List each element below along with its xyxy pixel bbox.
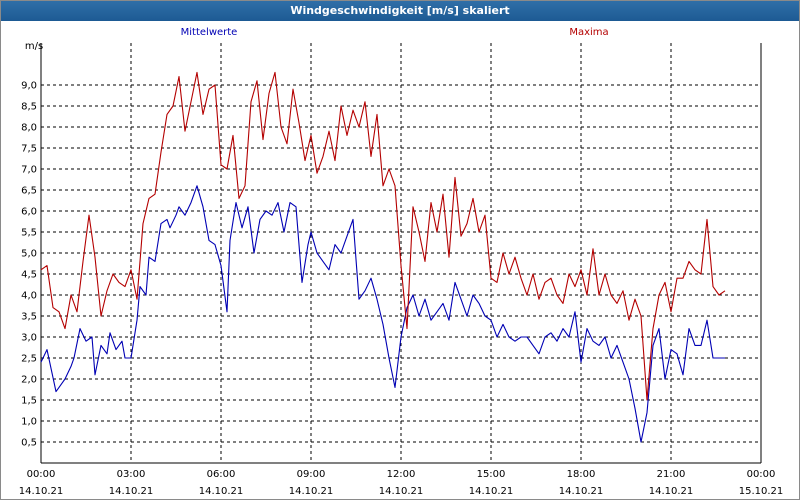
y-tick-label: 6,5 (21, 186, 37, 197)
x-tick-date: 14.10.21 (469, 486, 514, 497)
x-tick-labels: 00:00 14.10.21 03:00 14.10.21 06:00 14.10.21 0… (19, 469, 784, 497)
x-tick-date: 14.10.21 (289, 486, 334, 497)
x-tick-date: 14.10.21 (19, 486, 64, 497)
x-tick-time: 12:00 (387, 469, 416, 480)
window-title: Windgeschwindigkeit [m/s] skaliert (1, 1, 799, 21)
grid (41, 43, 761, 463)
x-tick-time: 00:00 (27, 469, 56, 480)
y-tick-label: 9,0 (21, 81, 37, 92)
y-tick-label: 1,0 (21, 417, 37, 428)
axes (40, 43, 762, 464)
y-axis-label: m/s (25, 41, 43, 52)
y-tick-label: 0,5 (21, 438, 37, 449)
y-tick-label: 1,5 (21, 396, 37, 407)
y-tick-label: 2,0 (21, 375, 37, 386)
x-tick-time: 09:00 (297, 469, 326, 480)
x-tick-time: 06:00 (207, 469, 236, 480)
y-tick-label: 5,0 (21, 249, 37, 260)
x-tick-time: 18:00 (567, 469, 596, 480)
y-tick-label: 8,0 (21, 123, 37, 134)
x-tick-date: 14.10.21 (109, 486, 154, 497)
x-tick-date: 14.10.21 (379, 486, 424, 497)
y-tick-labels: 0,5 1,0 1,5 2,0 2,5 3,0 3,5 4,0 4,5 5,0 5,5 6,0 6,5 7… (21, 81, 37, 449)
x-tick-date: 14.10.21 (199, 486, 244, 497)
y-tick-label: 3,0 (21, 333, 37, 344)
series-lines (40, 71, 726, 443)
x-tick-date: 14.10.21 (559, 486, 604, 497)
y-tick-label: 2,5 (21, 354, 37, 365)
series-line-mittelwerte (40, 185, 725, 443)
x-tick-time: 21:00 (657, 469, 686, 480)
y-tick-label: 4,0 (21, 291, 37, 302)
y-tick-label: 4,5 (21, 270, 37, 281)
x-tick-time: 00:00 (747, 469, 776, 480)
legend-mittelwerte: Mittelwerte (181, 27, 238, 38)
legend-maxima: Maxima (569, 27, 608, 38)
x-tick-date: 14.10.21 (649, 486, 694, 497)
x-tick-time: 15:00 (477, 469, 506, 480)
y-tick-label: 8,5 (21, 102, 37, 113)
x-tick-time: 03:00 (117, 469, 146, 480)
y-tick-label: 5,5 (21, 228, 37, 239)
x-tick-date: 15.10.21 (739, 486, 784, 497)
y-tick-label: 3,5 (21, 312, 37, 323)
y-tick-label: 6,0 (21, 207, 37, 218)
series-line-maxima (40, 71, 726, 401)
y-tick-label: 7,5 (21, 144, 37, 155)
y-tick-label: 7,0 (21, 165, 37, 176)
